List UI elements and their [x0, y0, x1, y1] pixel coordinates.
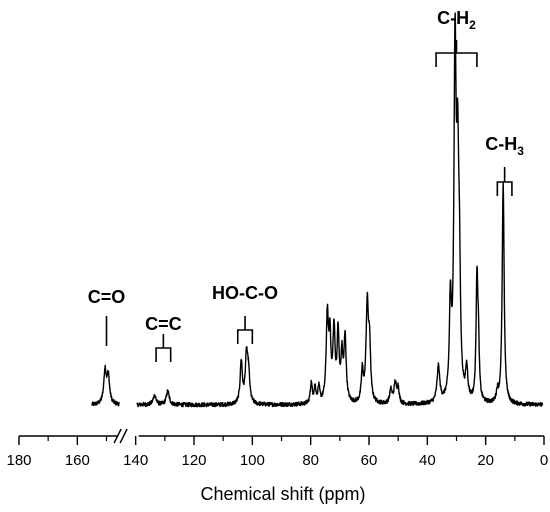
- annotation-1-label: C=O: [88, 287, 126, 307]
- annotation-2-bracket: [155, 334, 172, 362]
- x-tick-label-0: 0: [540, 452, 548, 469]
- x-axis: 180 160 140 120 100 80 60 40 20 0: [6, 428, 548, 469]
- annotation-5-label: C-H3: [485, 134, 524, 158]
- annotation-5-bracket: [496, 167, 513, 196]
- spectrum-line-segment-2: [136, 12, 544, 408]
- x-tick-label-20: 20: [477, 452, 494, 469]
- annotation-4-label: C-H2: [437, 8, 476, 32]
- peak-annotations: C=O C=C HO-C-O C-H2 C-H3: [88, 8, 524, 362]
- x-tick-label-100: 100: [240, 452, 265, 469]
- x-tick-label-80: 80: [302, 452, 319, 469]
- x-tick-label-180: 180: [6, 452, 31, 469]
- annotation-2-label: C=C: [145, 314, 182, 334]
- annotation-3-label: HO-C-O: [212, 283, 278, 303]
- annotation-4-bracket: [435, 40, 478, 67]
- x-axis-label: Chemical shift (ppm): [200, 484, 365, 504]
- x-tick-label-120: 120: [181, 452, 206, 469]
- x-tick-label-140: 140: [123, 452, 148, 469]
- spectrum-line-segment-1: [91, 364, 120, 407]
- x-tick-label-40: 40: [419, 452, 436, 469]
- annotation-3-bracket: [236, 316, 254, 344]
- x-tick-label-160: 160: [65, 452, 90, 469]
- x-tick-label-60: 60: [361, 452, 378, 469]
- axis-break-mark: [113, 428, 122, 444]
- spectrum-group: [91, 12, 544, 408]
- axis-break-mark: [119, 428, 128, 444]
